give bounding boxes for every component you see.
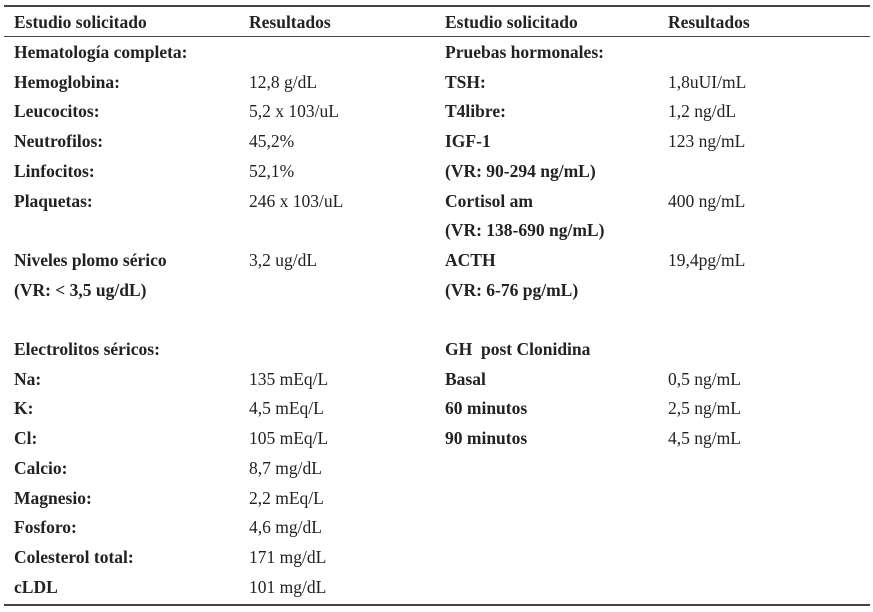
- row-value: 4,5 mEq/L: [249, 398, 324, 419]
- row-label: Basal: [445, 368, 486, 389]
- row-label: ACTH: [445, 249, 496, 270]
- row-value: 1,8uUI/mL: [668, 71, 747, 92]
- row-value: 45,2%: [249, 131, 295, 152]
- header-rule: [4, 36, 870, 37]
- top-rule: [4, 5, 870, 7]
- row-label: (VR: 138-690 ng/mL): [445, 220, 605, 241]
- row-value: 123 ng/mL: [668, 131, 746, 152]
- row-value: 4,5 ng/mL: [668, 428, 741, 449]
- row-value: 0,5 ng/mL: [668, 368, 741, 389]
- row-label: Na:: [14, 368, 42, 389]
- row-value: 8,7 mg/dL: [249, 457, 322, 478]
- row-value: 246 x 103/uL: [249, 190, 344, 211]
- row-label: Colesterol total:: [14, 546, 134, 567]
- row-label: Fosforo:: [14, 517, 77, 538]
- row-label: Electrolitos séricos:: [14, 339, 160, 359]
- header-cell: Resultados: [249, 12, 331, 32]
- row-value: 2,2 mEq/L: [249, 487, 324, 508]
- row-label: (VR: 6-76 pg/mL): [445, 279, 579, 300]
- row-value: 12,8 g/dL: [249, 71, 318, 92]
- row-value: 5,2 x 103/uL: [249, 101, 339, 122]
- row-value: 105 mEq/L: [249, 428, 329, 449]
- row-value: 135 mEq/L: [249, 368, 329, 389]
- row-value: 52,1%: [249, 160, 295, 181]
- row-value: 3,2 ug/dL: [249, 249, 318, 270]
- row-label: Cl:: [14, 428, 38, 449]
- row-label: cLDL: [14, 576, 58, 597]
- header-cell: Resultados: [668, 12, 750, 32]
- row-label: IGF-1: [445, 131, 491, 152]
- row-label: GH post Clonidina: [445, 339, 591, 359]
- row-value: 19,4pg/mL: [668, 249, 746, 270]
- bottom-rule: [4, 604, 870, 606]
- row-value: 2,5 ng/mL: [668, 398, 741, 419]
- row-label: Linfocitos:: [14, 160, 95, 181]
- row-value: 171 mg/dL: [249, 546, 327, 567]
- row-value: 1,2 ng/dL: [668, 101, 737, 122]
- header-cell: Estudio solicitado: [14, 12, 147, 32]
- row-label: 60 minutos: [445, 398, 528, 419]
- row-label: (VR: 90-294 ng/mL): [445, 160, 596, 181]
- row-label: Calcio:: [14, 457, 68, 478]
- row-value: 101 mg/dL: [249, 576, 327, 597]
- row-value: 400 ng/mL: [668, 190, 746, 211]
- row-label: Plaquetas:: [14, 190, 93, 211]
- header-cell: Estudio solicitado: [445, 12, 578, 32]
- row-label: Cortisol am: [445, 190, 533, 211]
- row-label: Leucocitos:: [14, 101, 100, 122]
- row-label: Hematología completa:: [14, 42, 188, 62]
- row-label: K:: [14, 398, 34, 419]
- row-label: Neutrofilos:: [14, 131, 104, 152]
- row-label: Magnesio:: [14, 487, 92, 508]
- row-label: T4libre:: [445, 101, 506, 122]
- row-label: Pruebas hormonales:: [445, 42, 604, 62]
- row-label: Niveles plomo sérico: [14, 249, 167, 270]
- row-label: TSH:: [445, 71, 486, 92]
- row-label: 90 minutos: [445, 428, 528, 449]
- row-label: Hemoglobina:: [14, 71, 120, 92]
- row-label: (VR: < 3,5 ug/dL): [14, 279, 147, 300]
- row-value: 4,6 mg/dL: [249, 517, 322, 538]
